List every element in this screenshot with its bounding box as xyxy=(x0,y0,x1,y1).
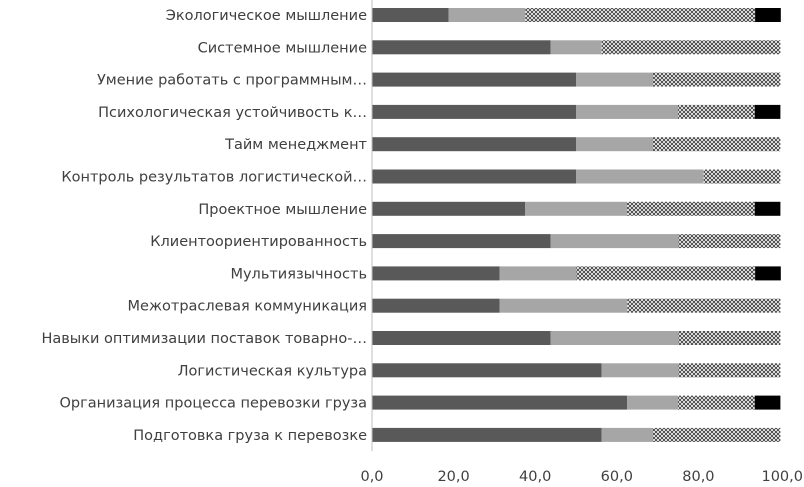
category-label: Тайм менеджмент xyxy=(224,137,367,153)
category-label: Контроль результатов логистической… xyxy=(61,170,367,186)
bar-segment-1 xyxy=(372,331,551,345)
x-tick-label: 100,0 xyxy=(761,469,803,485)
bar-segment-2 xyxy=(525,201,627,216)
bar-segment-1 xyxy=(372,363,602,378)
bar-segment-4 xyxy=(754,104,781,119)
bar-segment-1 xyxy=(372,234,551,249)
category-labels: Экологическое мышление Системное мышление… xyxy=(41,8,367,444)
bar-segment-4 xyxy=(754,395,781,410)
bar-segment-3 xyxy=(627,201,755,216)
x-tick-label: 60,0 xyxy=(601,469,633,485)
bar-segment-4 xyxy=(755,8,781,22)
bar-segment-3 xyxy=(652,427,781,442)
x-tick-label: 0,0 xyxy=(360,469,383,485)
bar-segment-2 xyxy=(576,72,653,87)
bar-segment-4 xyxy=(755,266,781,281)
x-tick-label: 80,0 xyxy=(682,469,714,485)
bar-segment-3 xyxy=(678,395,755,410)
x-tick-label: 40,0 xyxy=(519,469,551,485)
category-label: Экологическое мышление xyxy=(166,8,367,24)
bar-segment-3 xyxy=(678,104,755,119)
bars-group xyxy=(372,8,781,442)
bar-segment-2 xyxy=(499,298,628,313)
bar-segment-1 xyxy=(372,395,627,410)
bar-segment-4 xyxy=(754,201,781,216)
category-label: Межотраслевая коммуникация xyxy=(128,299,367,315)
bar-segment-2 xyxy=(550,40,602,55)
bar-segment-2 xyxy=(601,363,679,378)
bar-segment-1 xyxy=(372,427,602,442)
bar-segment-3 xyxy=(627,298,781,313)
bar-segment-3 xyxy=(703,169,781,184)
category-label: Мультиязычность xyxy=(230,266,367,282)
bar-segment-2 xyxy=(576,137,653,152)
bar-segment-2 xyxy=(448,8,526,22)
category-label: Подготовка груза к перевозке xyxy=(133,428,367,444)
bar-segment-3 xyxy=(576,266,756,281)
bar-segment-3 xyxy=(678,234,781,249)
bar-segment-3 xyxy=(652,72,781,87)
bar-segment-2 xyxy=(601,427,653,442)
bar-segment-1 xyxy=(372,137,576,152)
bar-segment-1 xyxy=(372,104,576,119)
bar-segment-1 xyxy=(372,40,551,55)
x-axis-tick-labels: 0,0 20,0 40,0 60,0 80,0 100,0 xyxy=(360,469,803,485)
bar-segment-3 xyxy=(652,137,781,152)
x-tick-label: 20,0 xyxy=(437,469,469,485)
bar-segment-2 xyxy=(627,395,678,410)
category-label: Системное мышление xyxy=(198,40,367,56)
bar-segment-2 xyxy=(576,104,678,119)
category-label: Умение работать с программным… xyxy=(97,73,367,89)
category-label: Клиентоориентированность xyxy=(150,234,367,250)
category-label: Логистическая культура xyxy=(178,363,367,379)
category-label: Психологическая устойчивость к… xyxy=(98,105,367,121)
bar-segment-1 xyxy=(372,169,576,184)
bar-segment-3 xyxy=(601,40,781,55)
category-label: Проектное мышление xyxy=(198,202,367,218)
category-label: Навыки оптимизации поставок товарно-… xyxy=(41,331,367,347)
bar-segment-2 xyxy=(550,331,679,345)
bar-segment-1 xyxy=(372,266,500,281)
bar-segment-1 xyxy=(372,72,576,87)
category-label: Организация процесса перевозки груза xyxy=(60,396,367,412)
bar-segment-3 xyxy=(678,363,781,378)
bar-segment-3 xyxy=(525,8,756,22)
bar-segment-3 xyxy=(678,331,781,345)
bar-segment-1 xyxy=(372,8,449,22)
bar-segment-1 xyxy=(372,201,525,216)
bar-segment-2 xyxy=(576,169,704,184)
bar-segment-2 xyxy=(550,234,679,249)
bar-segment-2 xyxy=(499,266,577,281)
bar-segment-1 xyxy=(372,298,500,313)
